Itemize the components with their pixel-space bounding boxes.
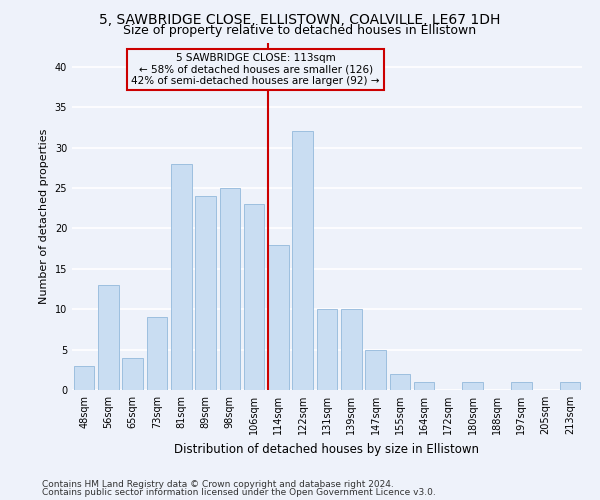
Bar (389, 374, 410, 390)
Bar (98, 285, 119, 390)
Bar (171, 164, 191, 390)
Text: Size of property relative to detached houses in Ellistown: Size of property relative to detached ho… (124, 24, 476, 37)
Bar (414, 382, 434, 390)
Bar (292, 132, 313, 390)
Text: Contains public sector information licensed under the Open Government Licence v3: Contains public sector information licen… (42, 488, 436, 497)
Text: 5, SAWBRIDGE CLOSE, ELLISTOWN, COALVILLE, LE67 1DH: 5, SAWBRIDGE CLOSE, ELLISTOWN, COALVILLE… (100, 12, 500, 26)
Text: Contains HM Land Registry data © Crown copyright and database right 2024.: Contains HM Land Registry data © Crown c… (42, 480, 394, 489)
Bar (317, 309, 337, 390)
Bar (244, 204, 265, 390)
Bar (268, 244, 289, 390)
Bar (341, 309, 362, 390)
Bar (220, 188, 240, 390)
Y-axis label: Number of detached properties: Number of detached properties (39, 128, 49, 304)
Bar (146, 318, 167, 390)
Bar (195, 196, 216, 390)
X-axis label: Distribution of detached houses by size in Ellistown: Distribution of detached houses by size … (175, 442, 479, 456)
Text: 5 SAWBRIDGE CLOSE: 113sqm
← 58% of detached houses are smaller (126)
42% of semi: 5 SAWBRIDGE CLOSE: 113sqm ← 58% of detac… (131, 53, 380, 86)
Bar (74, 366, 94, 390)
Bar (511, 382, 532, 390)
Bar (463, 382, 483, 390)
Bar (122, 358, 143, 390)
Bar (560, 382, 580, 390)
Bar (365, 350, 386, 390)
